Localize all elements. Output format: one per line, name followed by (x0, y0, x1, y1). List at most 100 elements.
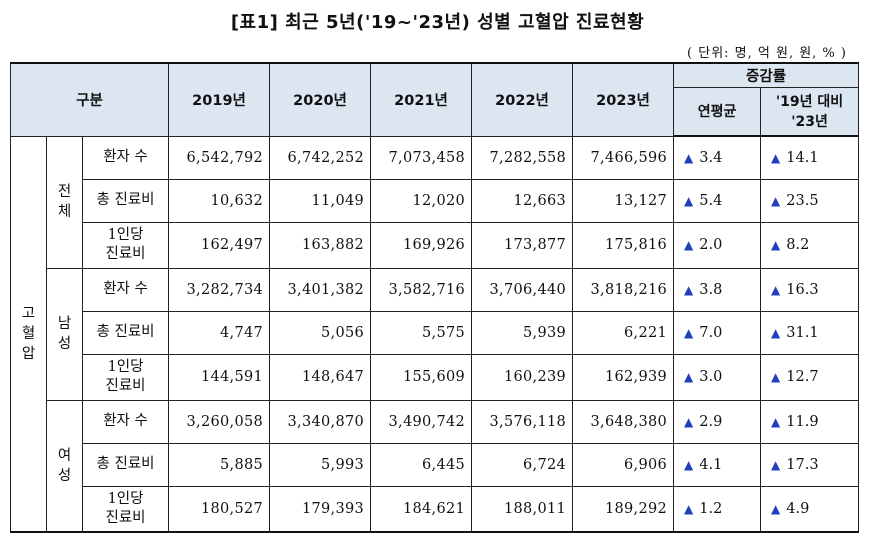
row-label-line1: 총 진료비 (96, 324, 155, 340)
value-cell: 160,239 (471, 353, 574, 401)
group-label-text: 여성 (57, 447, 72, 484)
row-label-line1: 환자 수 (103, 281, 148, 297)
rate-value: 7.0 (699, 324, 723, 341)
value-cell: 3,706,440 (471, 267, 574, 312)
increase-triangle-icon: ▲ (771, 370, 781, 384)
rate-value: 1.2 (699, 500, 723, 517)
row-label-line1: 환자 수 (103, 413, 148, 429)
value-cell: 3,576,118 (471, 399, 574, 444)
cagr-cell: ▲ 3.4 (673, 135, 762, 180)
vs-2019-cell: ▲ 11.9 (760, 399, 860, 444)
rate-value: 23.5 (786, 192, 819, 209)
value-cell: 163,882 (269, 221, 372, 269)
row-label-line2: 진료비 (105, 246, 146, 262)
increase-triangle-icon: ▲ (771, 193, 781, 208)
header-change-rate: 증감률 (673, 62, 860, 88)
value-cell: 189,292 (572, 485, 675, 533)
table-row: 여성 환자 수 3,260,058 3,340,870 3,490,742 3,576,1… (11, 399, 860, 533)
value-cell: 175,816 (572, 221, 675, 269)
value-cell: 7,073,458 (370, 135, 473, 180)
value-cell: 162,939 (572, 353, 675, 401)
value-cell: 169,926 (370, 221, 473, 269)
rate-value: 2.0 (699, 237, 723, 253)
increase-triangle-icon: ▲ (684, 370, 694, 384)
row-label: 총 진료비 (81, 310, 170, 355)
rate-value: 8.2 (786, 237, 810, 253)
value-cell: 5,993 (269, 442, 372, 487)
cagr-cell: ▲ 5.4 (673, 178, 762, 223)
value-cell: 3,401,382 (269, 267, 372, 312)
increase-triangle-icon: ▲ (684, 282, 694, 297)
value-cell: 6,542,792 (168, 135, 271, 180)
increase-triangle-icon: ▲ (684, 238, 694, 252)
header-vs-2019: '19년 대비 '23년 (760, 86, 860, 137)
group-label-text: 남성 (57, 316, 72, 352)
group-label-text: 전체 (57, 184, 72, 220)
table-body: 고혈압 전체 환자 수 6,542,792 6,742,252 7,073,458 7,28… (10, 135, 860, 533)
value-cell: 6,445 (370, 442, 473, 487)
value-cell: 3,340,870 (269, 399, 372, 444)
value-cell: 10,632 (168, 178, 271, 223)
cagr-cell: ▲ 7.0 (673, 310, 762, 355)
rate-value: 17.3 (786, 456, 819, 473)
rate-value: 12.7 (786, 369, 819, 385)
rate-value: 4.1 (699, 456, 723, 473)
increase-triangle-icon: ▲ (684, 325, 694, 340)
value-cell: 180,527 (168, 485, 271, 533)
table-row: 1인당 진료비 162,497 163,882 169,926 173,877 175,81… (11, 221, 860, 269)
value-cell: 3,260,058 (168, 399, 271, 444)
cagr-cell: ▲ 3.8 (673, 267, 762, 312)
hypertension-table: 구분 2019년 2020년 2021년 2022년 2023년 증감률 연평균… (9, 62, 860, 533)
header-category: 구분 (9, 62, 170, 137)
increase-triangle-icon: ▲ (684, 457, 694, 472)
value-cell: 6,724 (471, 442, 574, 487)
value-cell: 3,582,716 (370, 267, 473, 312)
vs-2019-cell: ▲ 23.5 (760, 178, 860, 223)
vs-2019-cell: ▲ 16.3 (760, 267, 860, 312)
increase-triangle-icon: ▲ (771, 150, 781, 165)
value-cell: 7,466,596 (572, 135, 675, 180)
rate-value: 2.9 (699, 413, 723, 430)
table-row: 총 진료비 4,747 5,056 5,575 5,939 6,221 ▲ 7.0 ▲ 31.1 (11, 310, 860, 355)
vs-2019-cell: ▲ 14.1 (760, 135, 860, 180)
value-cell: 173,877 (471, 221, 574, 269)
row-label: 환자 수 (81, 135, 170, 180)
cagr-cell: ▲ 3.0 (673, 353, 762, 401)
cagr-cell: ▲ 2.9 (673, 399, 762, 444)
value-cell: 13,127 (572, 178, 675, 223)
header-year-2019: 2019년 (168, 62, 271, 137)
increase-triangle-icon: ▲ (684, 414, 694, 429)
row-label-line1: 1인당 (107, 490, 144, 507)
increase-triangle-icon: ▲ (771, 325, 781, 340)
disease-label: 고혈압 (10, 135, 47, 533)
table-title: [표1] 최근 5년('19~'23년) 성별 고혈압 진료현황 (230, 12, 645, 33)
increase-triangle-icon: ▲ (684, 501, 694, 516)
value-cell: 4,747 (168, 310, 271, 355)
rate-value: 5.4 (699, 192, 723, 209)
row-label-line1: 1인당 (107, 227, 144, 243)
value-cell: 11,049 (269, 178, 372, 223)
row-label: 환자 수 (81, 399, 170, 444)
value-cell: 12,020 (370, 178, 473, 223)
increase-triangle-icon: ▲ (771, 501, 781, 516)
increase-triangle-icon: ▲ (771, 238, 781, 252)
value-cell: 6,221 (572, 310, 675, 355)
value-cell: 179,393 (269, 485, 372, 533)
group-label: 남성 (46, 267, 83, 401)
increase-triangle-icon: ▲ (771, 457, 781, 472)
value-cell: 3,490,742 (370, 399, 473, 444)
header-vs-line1: '19년 대비 (775, 94, 844, 111)
row-label: 총 진료비 (81, 178, 170, 223)
header-year-2022: 2022년 (471, 62, 574, 137)
header-year-2020: 2020년 (269, 62, 372, 137)
vs-2019-cell: ▲ 17.3 (760, 442, 860, 487)
value-cell: 12,663 (471, 178, 574, 223)
value-cell: 144,591 (168, 353, 271, 401)
table-row: 1인당 진료비 144,591 148,647 155,609 160,239 162,93… (11, 353, 860, 401)
table-row: 1인당 진료비 180,527 179,393 184,621 188,011 189,29… (11, 485, 860, 533)
rate-value: 3.8 (699, 281, 723, 298)
increase-triangle-icon: ▲ (771, 414, 781, 429)
cagr-cell: ▲ 2.0 (673, 221, 762, 269)
header-cagr: 연평균 (673, 86, 762, 137)
